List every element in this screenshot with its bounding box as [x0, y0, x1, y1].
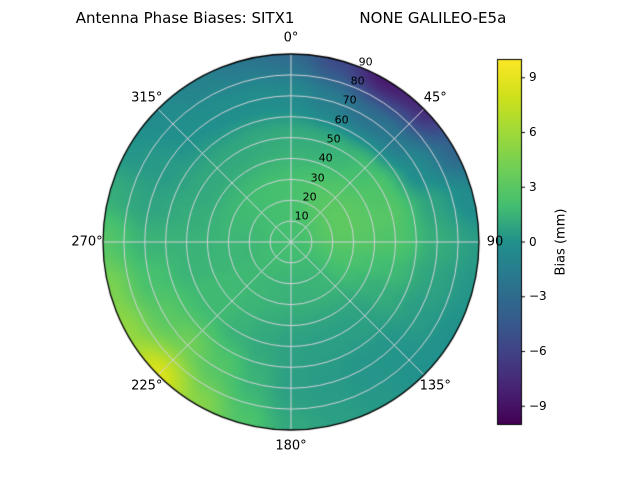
- radial-tick-label: 80: [350, 74, 365, 88]
- polar-plot-area: [103, 54, 479, 430]
- colorbar-axis-label: Bias (mm): [553, 208, 569, 276]
- colorbar-tick-label: 9: [529, 70, 537, 85]
- radial-tick-label: 90: [358, 55, 373, 69]
- azimuth-tick-label: 90: [486, 234, 504, 250]
- azimuth-tick-label: 270°: [71, 234, 103, 250]
- colorbar-tick-label: −3: [529, 289, 547, 304]
- colorbar-tick-label: 0: [529, 234, 537, 249]
- radial-tick-label: 10: [294, 209, 309, 223]
- azimuth-tick-label: 315°: [131, 90, 163, 106]
- chart-title: Antenna Phase Biases: SITX1 NONE GALILEO…: [76, 9, 507, 27]
- colorbar-tick-label: −9: [529, 398, 547, 413]
- radial-tick-label: 70: [342, 93, 357, 107]
- radial-tick-label: 40: [318, 151, 333, 165]
- azimuth-tick-label: 45°: [423, 90, 447, 106]
- colorbar-tick-label: −6: [529, 344, 547, 358]
- radial-tick-label: 30: [310, 171, 325, 185]
- azimuth-tick-label: 180°: [275, 438, 307, 454]
- chart-title-signal: NONE GALILEO-E5a: [359, 9, 507, 27]
- radial-tick-label: 50: [326, 132, 341, 146]
- colorbar-tick-label: 6: [529, 125, 537, 139]
- colorbar-tick-label: 3: [529, 179, 537, 194]
- radial-tick-label: 20: [302, 190, 317, 204]
- azimuth-tick-label: 225°: [131, 378, 163, 394]
- azimuth-tick-label: 0°: [283, 30, 299, 46]
- azimuth-tick-label: 135°: [419, 378, 451, 394]
- chart-title-station: Antenna Phase Biases: SITX1: [75, 9, 295, 27]
- radial-tick-label: 60: [334, 113, 349, 127]
